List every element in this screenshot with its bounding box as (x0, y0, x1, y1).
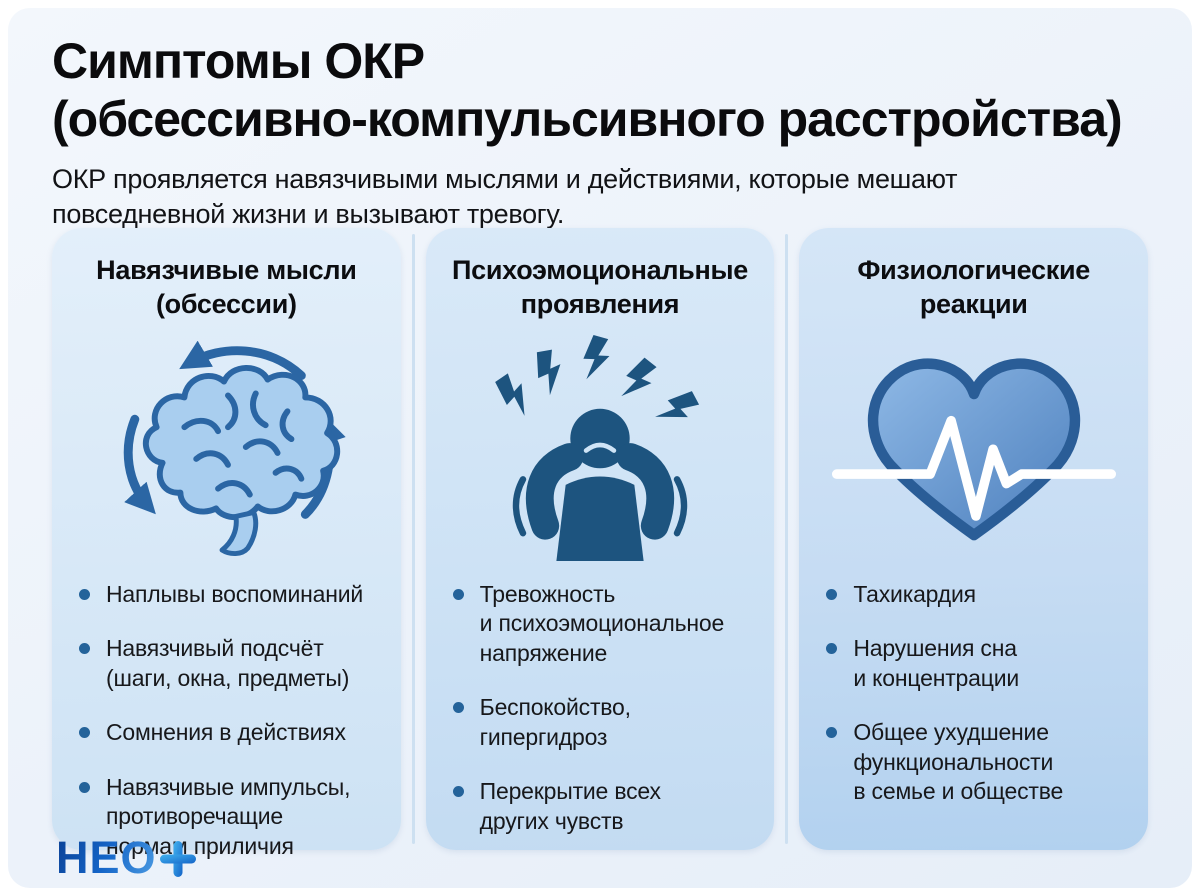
bullet-item: Перекрытие всех других чувств (452, 777, 755, 836)
card-title: Физиологические реакции (857, 255, 1090, 319)
brain-cycle-icon (72, 326, 381, 564)
bullet-item: Сомнения в действиях (78, 718, 381, 747)
bullet-list: Тахикардия Нарушения сна и концентрации … (825, 580, 1128, 807)
page-title: Симптомы ОКР (обсессивно-компульсивного … (52, 33, 1123, 147)
card-divider (785, 234, 789, 844)
bullet-item: Нарушения сна и концентрации (825, 634, 1128, 693)
card-divider (411, 234, 415, 844)
bullet-item: Беспокойство, гипергидроз (452, 693, 755, 752)
bullet-item: Навязчивые импульсы, противоречащие норм… (78, 773, 381, 861)
card-title: Психоэмоциональные проявления (452, 255, 748, 319)
card-obsessive-thoughts: Навязчивые мысли (обсессии) (52, 228, 401, 859)
stressed-person-icon (446, 326, 755, 564)
header: Симптомы ОКР (обсессивно-компульсивного … (52, 32, 1162, 232)
page-subtitle: ОКР проявляется навязчивыми мыслями и де… (52, 164, 958, 230)
logo-plus-icon (159, 841, 196, 877)
logo-text: НЕО (56, 832, 157, 883)
card-psycho-emotional: Психоэмоциональные проявления (425, 228, 775, 850)
bullet-item: Навязчивый подсчёт (шаги, окна, предметы… (78, 634, 381, 693)
bullet-item: Тахикардия (825, 580, 1128, 609)
background-panel: Симптомы ОКР (обсессивно-компульсивного … (8, 8, 1192, 888)
card-title: Навязчивые мысли (обсессии) (96, 255, 357, 319)
symptom-cards-row: Навязчивые мысли (обсессии) (52, 228, 1149, 859)
bullet-item: Тревожность и психоэмоциональное напряже… (452, 580, 755, 668)
heart-pulse-icon (819, 326, 1128, 564)
bullet-list: Тревожность и психоэмоциональное напряже… (452, 580, 755, 836)
logo: НЕО (56, 832, 197, 883)
bullet-item: Общее ухудшение функциональности в семье… (825, 718, 1128, 806)
bullet-list: Наплывы воспоминаний Навязчивый подсчёт … (78, 580, 381, 861)
card-physiological: Физиологические реакции Т (799, 228, 1149, 850)
bullet-item: Наплывы воспоминаний (78, 580, 381, 609)
